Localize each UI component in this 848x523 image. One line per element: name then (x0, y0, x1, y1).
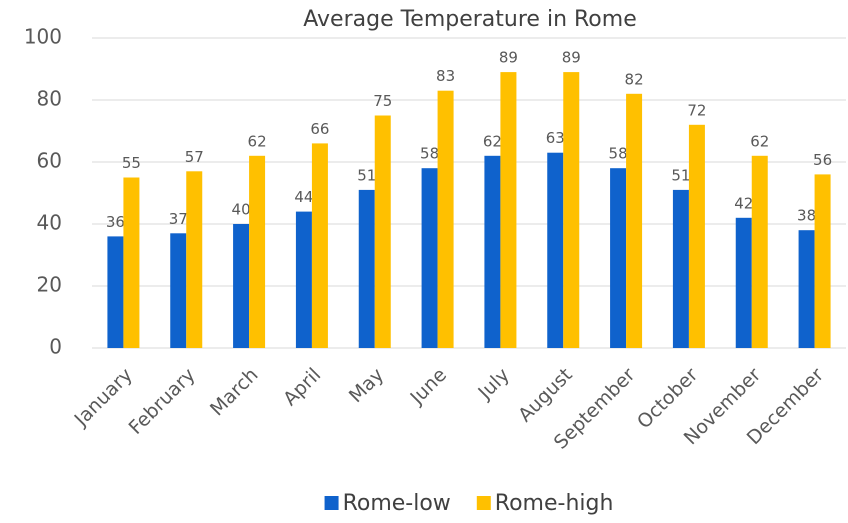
x-tick-label: August (514, 364, 577, 427)
data-label: 37 (169, 210, 188, 228)
bar (798, 230, 815, 348)
bar (186, 171, 203, 348)
x-tick-label: June (405, 364, 451, 410)
bar (170, 233, 187, 348)
data-label: 75 (373, 92, 392, 110)
y-tick-label: 20 (37, 273, 62, 297)
bar (751, 155, 768, 348)
bar (563, 72, 580, 348)
data-label: 62 (483, 132, 502, 150)
y-tick-label: 40 (37, 211, 62, 235)
data-label: 51 (357, 166, 376, 184)
legend-label: Rome-high (495, 491, 614, 516)
bar (484, 155, 501, 348)
bar (672, 189, 689, 348)
data-label: 62 (248, 132, 267, 150)
data-label: 57 (185, 148, 204, 166)
bar (123, 177, 140, 348)
bar (249, 155, 266, 348)
bar (688, 124, 705, 348)
x-tick-label: February (125, 364, 200, 439)
bar (374, 115, 391, 348)
data-label: 89 (562, 49, 581, 67)
bar (421, 168, 438, 348)
data-label: 44 (294, 188, 313, 206)
y-tick-label: 0 (49, 335, 62, 359)
data-label: 83 (436, 67, 455, 85)
bar (547, 152, 564, 348)
data-label: 66 (310, 120, 329, 138)
x-tick-label: April (279, 364, 325, 410)
data-label: 58 (609, 145, 628, 163)
legend-swatch (324, 496, 339, 510)
data-label: 38 (797, 207, 816, 225)
bar (358, 189, 375, 348)
data-label: 63 (546, 129, 565, 147)
data-label: 82 (625, 70, 644, 88)
x-tick-label: March (206, 364, 263, 421)
legend-swatch (476, 496, 491, 510)
data-label: 51 (671, 166, 690, 184)
data-label: 55 (122, 154, 141, 172)
bar (610, 168, 627, 348)
chart-title: Average Temperature in Rome (303, 7, 636, 32)
bar (814, 174, 831, 348)
data-label: 40 (232, 201, 251, 219)
data-label: 62 (750, 132, 769, 150)
x-tick-label: May (345, 364, 388, 407)
bar (233, 224, 250, 348)
y-tick-label: 60 (37, 149, 62, 173)
legend-label: Rome-low (343, 491, 451, 516)
bar (311, 143, 328, 348)
y-tick-label: 100 (24, 25, 62, 49)
data-label: 58 (420, 145, 439, 163)
bar (107, 236, 124, 348)
bar (295, 211, 312, 348)
bar (500, 72, 517, 348)
bar (626, 93, 643, 348)
data-label: 89 (499, 49, 518, 67)
y-tick-label: 80 (37, 87, 62, 111)
bar (437, 90, 454, 348)
bar (735, 217, 752, 348)
data-label: 56 (813, 151, 832, 169)
x-tick-label: July (473, 364, 513, 404)
data-label: 72 (687, 101, 706, 119)
data-label: 36 (106, 213, 125, 231)
data-label: 42 (734, 194, 753, 212)
